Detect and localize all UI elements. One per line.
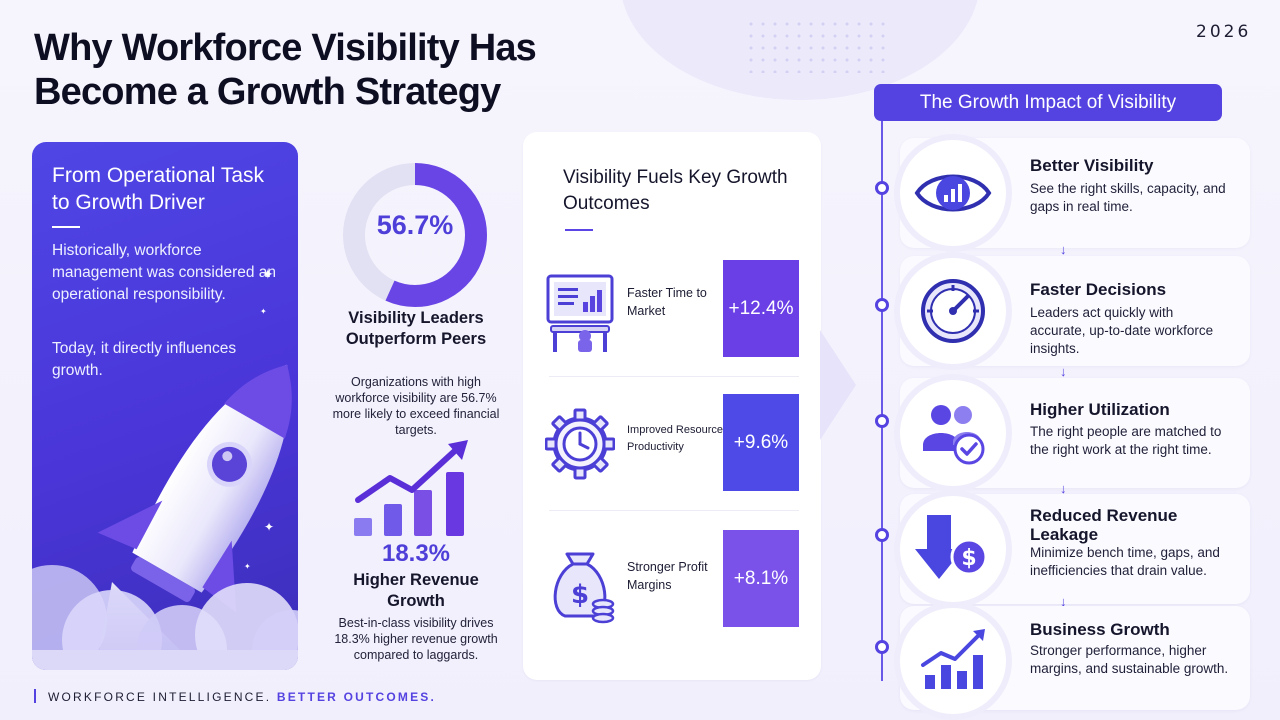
year-label: 2026: [1196, 22, 1252, 42]
sparkle-icon: ✦: [262, 266, 274, 282]
divider: [549, 510, 799, 511]
impact-card: $ Reduced Revenue Leakage Minimize bench…: [900, 494, 1250, 604]
footer-tagline: WORKFORCE INTELLIGENCE. BETTER OUTCOMES.: [48, 690, 436, 704]
dot-pattern: [745, 18, 885, 73]
outcome-value-badge: +8.1%: [723, 530, 799, 627]
down-arrow-dollar-icon: $: [915, 515, 988, 579]
impact-card-text: See the right skills, capacity, and gaps…: [1030, 181, 1226, 214]
outcome-label: Stronger Profit Margins: [627, 560, 708, 592]
card-icon-circle: [900, 608, 1006, 714]
cloud-decoration: [32, 565, 298, 670]
outcome-row: $ Stronger Profit Margins +8.1%: [545, 530, 803, 640]
sparkle-icon: ✦: [244, 562, 251, 571]
down-arrow-icon: ↓: [1060, 242, 1067, 257]
impact-card-title: Faster Decisions: [1030, 280, 1167, 299]
impact-card: Business Growth Stronger performance, hi…: [900, 606, 1250, 714]
monitor-chart-icon: [546, 274, 614, 352]
left-panel-paragraph-1: Historically, workforce management was c…: [52, 242, 277, 303]
people-check-icon: [923, 405, 985, 465]
impact-card-text: Minimize bench time, gaps, and inefficie…: [1030, 545, 1220, 578]
outcome-value-badge: +12.4%: [723, 260, 799, 357]
down-arrow-icon: ↓: [1060, 364, 1067, 379]
outcome-label: Faster Time to Market: [627, 286, 707, 318]
gear-clock-icon: [545, 408, 615, 480]
down-arrow-icon: ↓: [1060, 594, 1067, 609]
card-icon-circle: [900, 258, 1006, 364]
impact-card-text: Leaders act quickly with accurate, up-to…: [1030, 305, 1214, 356]
timeline-dot: [875, 528, 889, 542]
timeline-dot: [875, 181, 889, 195]
stat2-heading: Higher Revenue Growth: [353, 571, 479, 610]
donut-arc: [343, 163, 487, 307]
left-panel: From Operational Task to Growth Driver H…: [32, 142, 298, 670]
outcomes-title: Visibility Fuels Key Growth Outcomes: [563, 167, 788, 214]
money-bag-icon: $: [553, 552, 615, 624]
timeline-dot: [875, 414, 889, 428]
donut-chart: [343, 163, 487, 307]
impact-card: Higher Utilization The right people are …: [900, 378, 1250, 488]
outcome-label: Improved Resource Productivity: [627, 424, 723, 453]
outcome-value-badge: +9.6%: [723, 394, 799, 491]
sparkle-icon: ✦: [260, 307, 267, 316]
card-icon-circle: [900, 140, 1006, 246]
stat2-text: Best-in-class visibility drives 18.3% hi…: [334, 616, 498, 662]
svg-text:$: $: [961, 546, 976, 571]
timeline-dot: [875, 298, 889, 312]
impact-card-text: Stronger performance, higher margins, an…: [1030, 643, 1229, 676]
timeline-dot: [875, 640, 889, 654]
card-icon-circle: [900, 380, 1006, 486]
divider: [549, 376, 799, 377]
card-icon-circle: $: [900, 496, 1006, 602]
outcome-row: Faster Time to Market +12.4%: [545, 260, 803, 370]
left-panel-rule: [52, 226, 80, 228]
timeline-line: [881, 121, 883, 681]
outcome-row: Improved Resource Productivity +9.6%: [545, 394, 803, 504]
page-title: Why Workforce Visibility Has Become a Gr…: [34, 27, 537, 113]
svg-text:$: $: [571, 580, 589, 610]
chevron-right-icon: [820, 330, 856, 440]
sparkle-icon: ✦: [264, 520, 275, 534]
impact-card-title: Reduced Revenue Leakage: [1030, 506, 1178, 544]
eye-chart-icon: [914, 174, 992, 212]
impact-card: Faster Decisions Leaders act quickly wit…: [900, 256, 1250, 366]
impact-card: Better Visibility See the right skills, …: [900, 138, 1250, 248]
stat2-value: 18.3%: [381, 540, 451, 567]
outcomes-rule: [565, 229, 593, 231]
stat1-text: Organizations with high workforce visibi…: [332, 375, 500, 437]
rocket-icon: [96, 364, 292, 670]
stats-column: 56.7% Visibility Leaders Outperform Peer…: [326, 150, 506, 680]
growth-chart-icon: [921, 629, 985, 689]
footer-accent-bar: [34, 689, 36, 703]
left-panel-heading: From Operational Task to Growth Driver: [52, 164, 265, 214]
gauge-icon: [921, 279, 985, 343]
footer-tagline-part2: BETTER OUTCOMES.: [276, 690, 437, 704]
impact-card-title: Higher Utilization: [1030, 400, 1170, 419]
left-panel-paragraph-2: Today, it directly influences growth.: [52, 340, 237, 379]
donut-value: 56.7%: [376, 210, 454, 240]
outcomes-card: Visibility Fuels Key Growth Outcomes Fas…: [523, 132, 821, 680]
impact-card-text: The right people are matched to the righ…: [1030, 424, 1222, 457]
impact-card-title: Better Visibility: [1030, 156, 1154, 175]
growth-bars-icon: [354, 440, 468, 536]
impact-card-title: Business Growth: [1030, 620, 1170, 639]
down-arrow-icon: ↓: [1060, 481, 1067, 496]
footer-tagline-part1: WORKFORCE INTELLIGENCE.: [48, 690, 272, 704]
stat1-heading: Visibility Leaders Outperform Peers: [345, 309, 487, 348]
growth-impact-header: The Growth Impact of Visibility: [874, 84, 1222, 121]
